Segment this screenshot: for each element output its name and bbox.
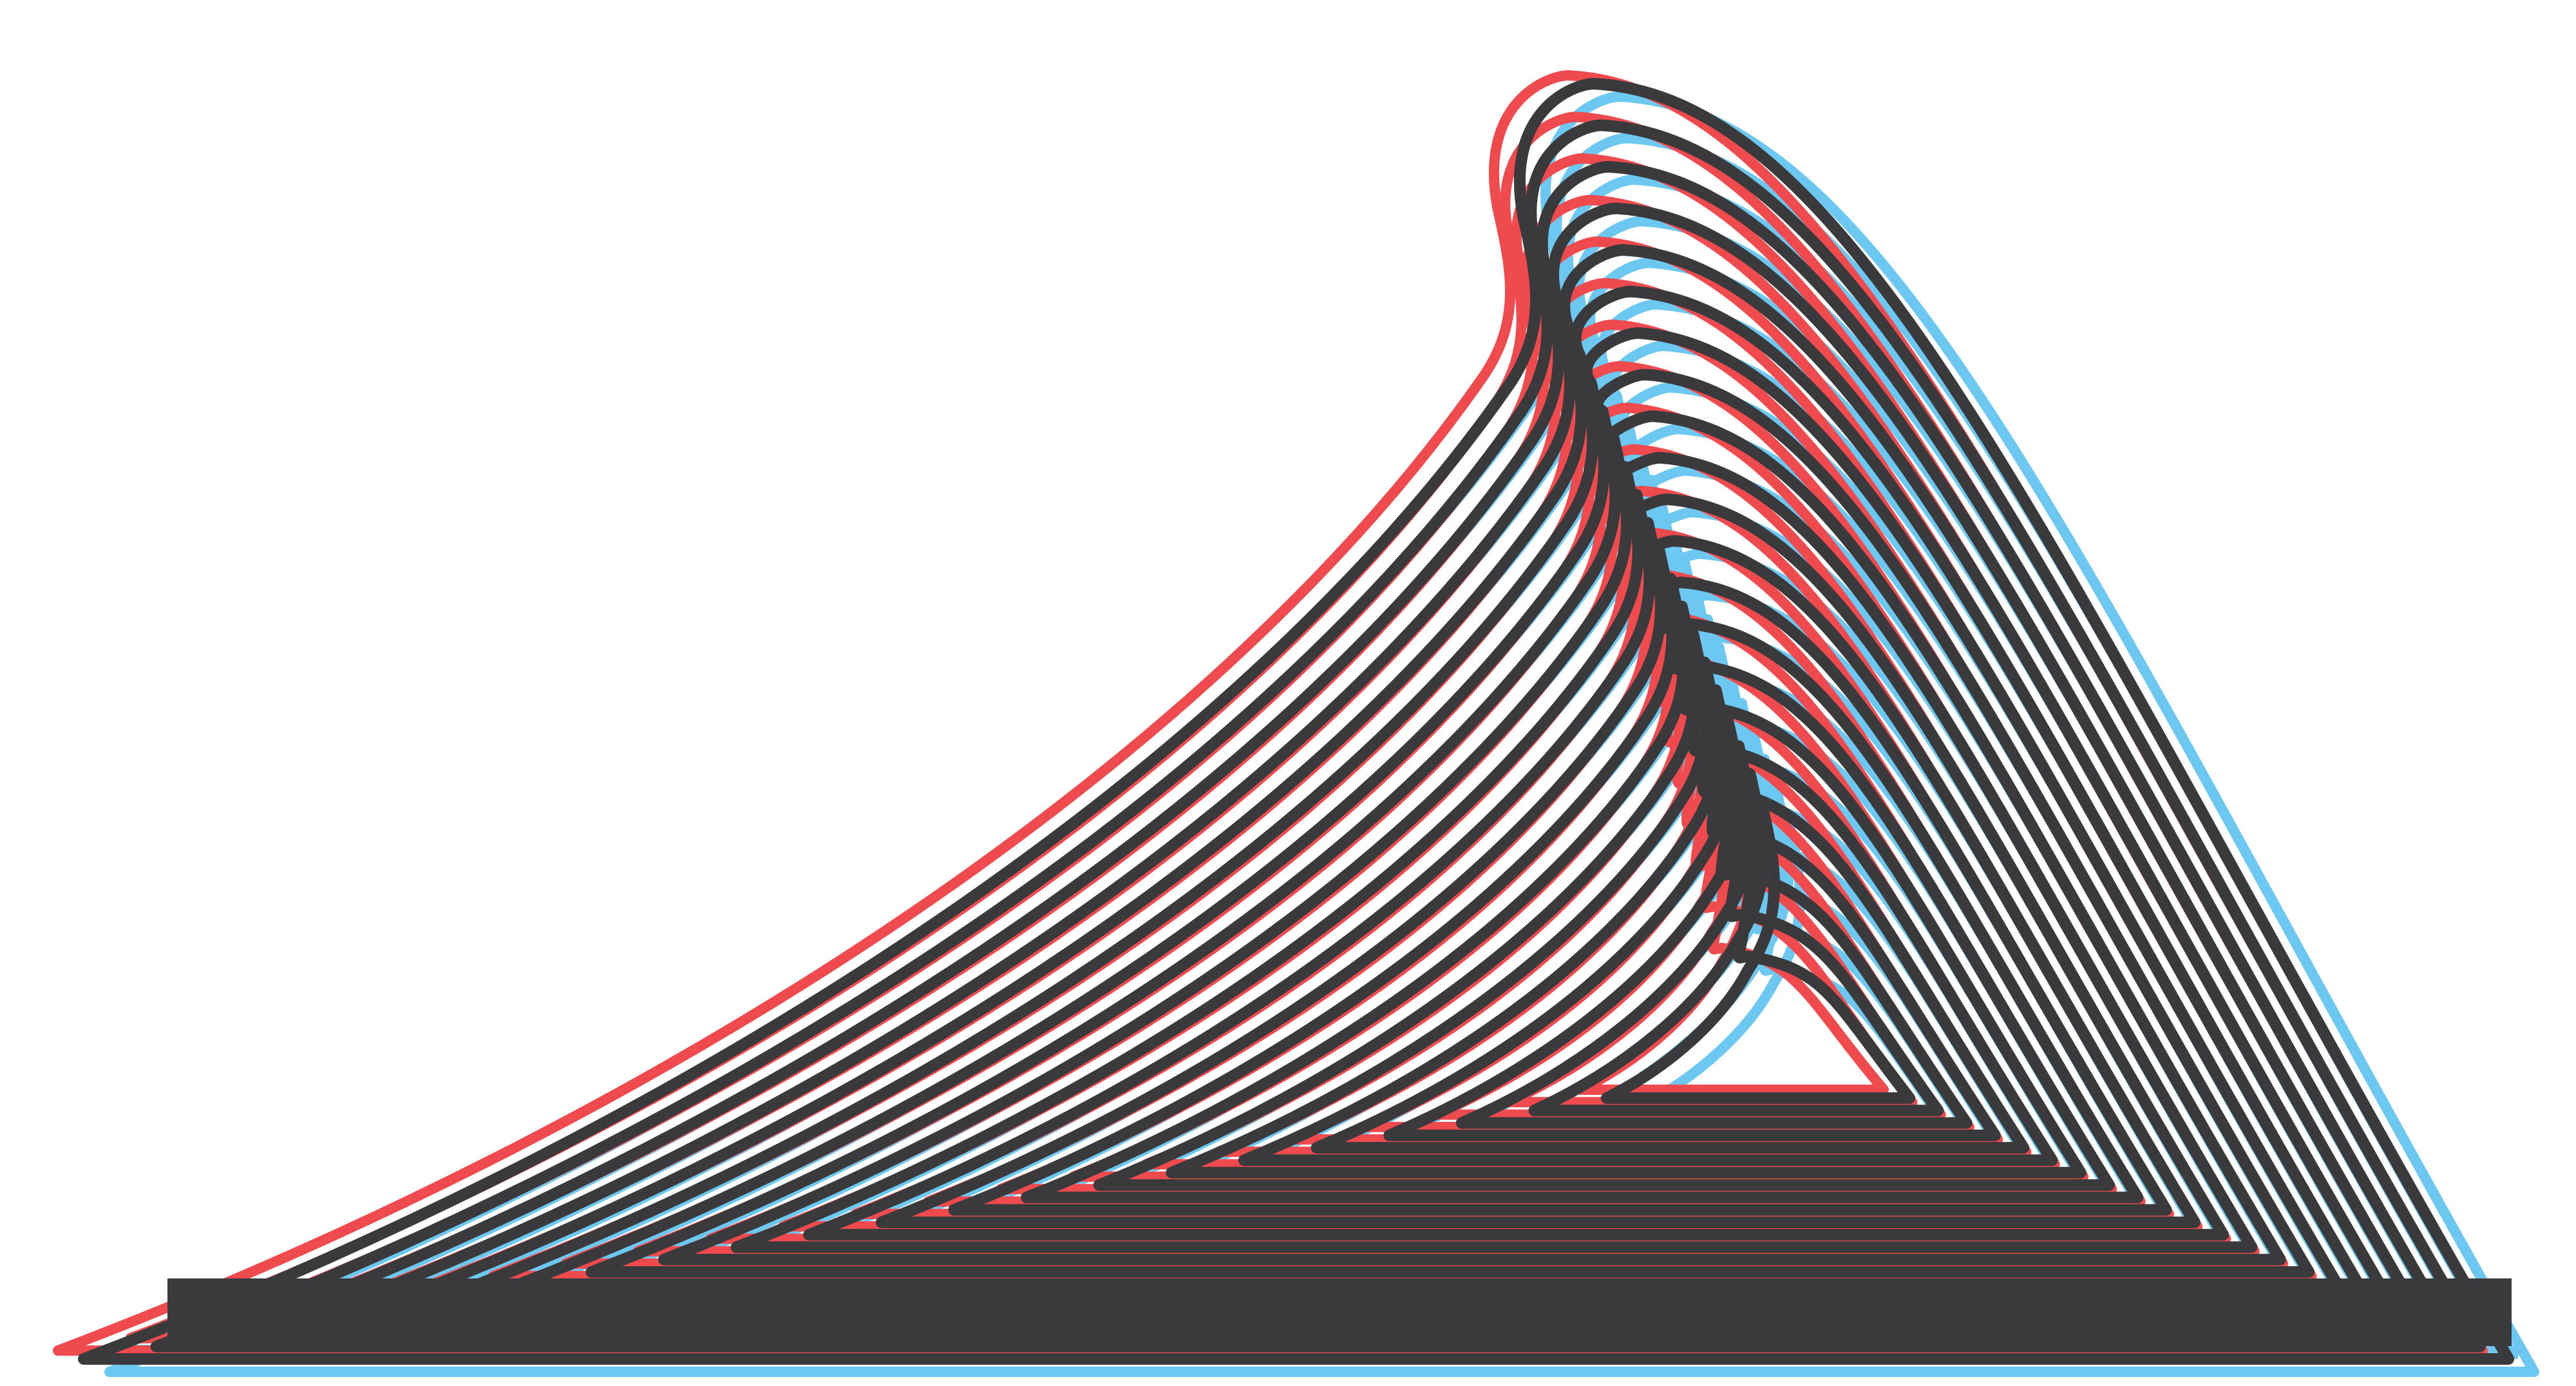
wave-contour-line xyxy=(1021,573,2144,1204)
wave-contour-line xyxy=(368,244,2400,1315)
wave-contour-line xyxy=(150,119,2486,1353)
wave-contour-line xyxy=(875,517,2201,1228)
wave-contour-line xyxy=(1238,656,2058,1166)
wave-contour-line xyxy=(585,368,2315,1278)
wave-contour-line xyxy=(1627,810,1940,1116)
wave-contour-line xyxy=(948,545,2172,1216)
base-band xyxy=(167,1278,2512,1346)
wave-contour-line xyxy=(1455,740,1973,1129)
wave-contour-line xyxy=(513,327,2344,1291)
wave-contour-line xyxy=(78,78,2514,1365)
wave-contour-line xyxy=(295,202,2429,1328)
wave-contour-line xyxy=(1311,684,2030,1154)
wave-contour-line xyxy=(1383,712,2001,1141)
wave-contour-line xyxy=(223,161,2458,1340)
wave-contour-line xyxy=(1093,600,2115,1191)
wave-contour-line xyxy=(1528,768,1944,1117)
wave-contour-line xyxy=(1166,629,2087,1179)
wave-contour-line xyxy=(803,489,2230,1241)
wave-contour-line xyxy=(440,285,2372,1303)
dark-stroke-layer xyxy=(78,78,2514,1365)
wave-contour-line xyxy=(1601,796,1915,1104)
wave-contour-line xyxy=(658,410,2286,1266)
wave-contour-line xyxy=(730,451,2258,1253)
